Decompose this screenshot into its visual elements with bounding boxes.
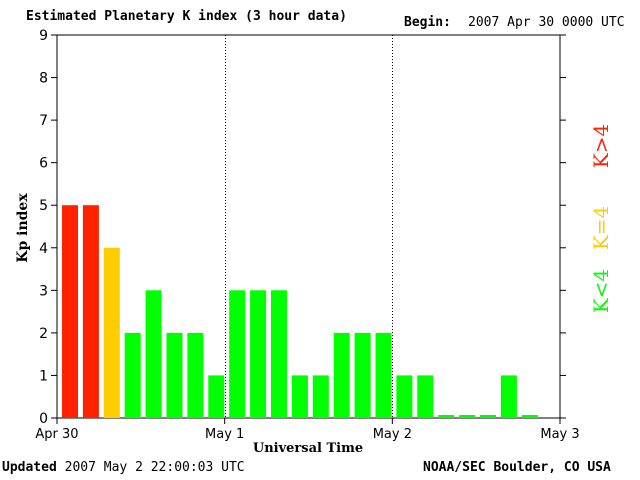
- bar-16: [396, 375, 413, 418]
- x-axis-label: Universal Time: [253, 441, 363, 456]
- bar-20: [480, 415, 496, 418]
- y-tick-label-4: 4: [39, 241, 48, 257]
- x-tick-label-3: May 3: [540, 427, 579, 442]
- bar-7: [208, 375, 225, 418]
- bar-21: [500, 375, 517, 418]
- bar-2: [103, 247, 120, 418]
- y-tick-label-5: 5: [39, 198, 48, 214]
- bar-9: [250, 290, 267, 418]
- bar-18: [438, 415, 455, 418]
- updated-timestamp: Updated 2007 May 2 22:00:03 UTC: [2, 460, 245, 475]
- x-tick-label-1: May 1: [205, 427, 244, 442]
- source-credit: NOAA/SEC Boulder, CO USA: [423, 460, 611, 475]
- bar-13: [333, 332, 350, 418]
- x-tick-label-2: May 2: [373, 427, 412, 442]
- bars-group: [62, 205, 538, 418]
- y-tick-label-0: 0: [39, 411, 48, 427]
- bar-1: [82, 205, 99, 418]
- bar-15: [375, 332, 392, 418]
- bar-11: [291, 375, 308, 418]
- bar-12: [312, 375, 329, 418]
- bar-17: [417, 375, 434, 418]
- bar-4: [145, 290, 162, 418]
- begin-value: 2007 Apr 30 0000 UTC: [468, 15, 625, 30]
- plot-frame: [56, 34, 561, 419]
- bar-5: [166, 332, 183, 418]
- updated-value: 2007 May 2 22:00:03 UTC: [64, 460, 245, 475]
- y-tick-label-9: 9: [39, 28, 48, 44]
- bar-10: [271, 290, 287, 418]
- updated-label: Updated: [2, 460, 57, 475]
- y-axis-label: Kp index: [15, 193, 31, 263]
- bar-19: [459, 415, 476, 418]
- chart-title: Estimated Planetary K index (3 hour data…: [26, 9, 347, 24]
- y-tick-label-3: 3: [39, 283, 48, 299]
- y-axis: 0 1 2 3 4 5 6 7 8 9: [39, 28, 566, 427]
- y-tick-label-8: 8: [39, 71, 48, 87]
- bar-0: [62, 205, 78, 418]
- y-tick-label-6: 6: [39, 156, 48, 172]
- bar-6: [187, 332, 204, 418]
- y-tick-label-7: 7: [39, 113, 48, 129]
- x-axis: Apr 30 May 1 May 2 May 3: [35, 418, 580, 442]
- bar-8: [229, 290, 246, 418]
- plot-border: [56, 34, 561, 419]
- bar-22: [521, 415, 538, 418]
- x-tick-label-0: Apr 30: [35, 427, 78, 442]
- legend-item-2: K<4: [589, 269, 613, 313]
- bar-14: [354, 332, 371, 418]
- y-tick-label-1: 1: [39, 368, 48, 384]
- legend: K>4 K=4 K<4: [589, 124, 613, 313]
- legend-item-1: K=4: [589, 206, 613, 250]
- legend-item-0: K>4: [589, 124, 613, 168]
- bar-3: [124, 332, 141, 418]
- y-tick-label-2: 2: [39, 326, 48, 342]
- begin-label: Begin:: [404, 15, 451, 30]
